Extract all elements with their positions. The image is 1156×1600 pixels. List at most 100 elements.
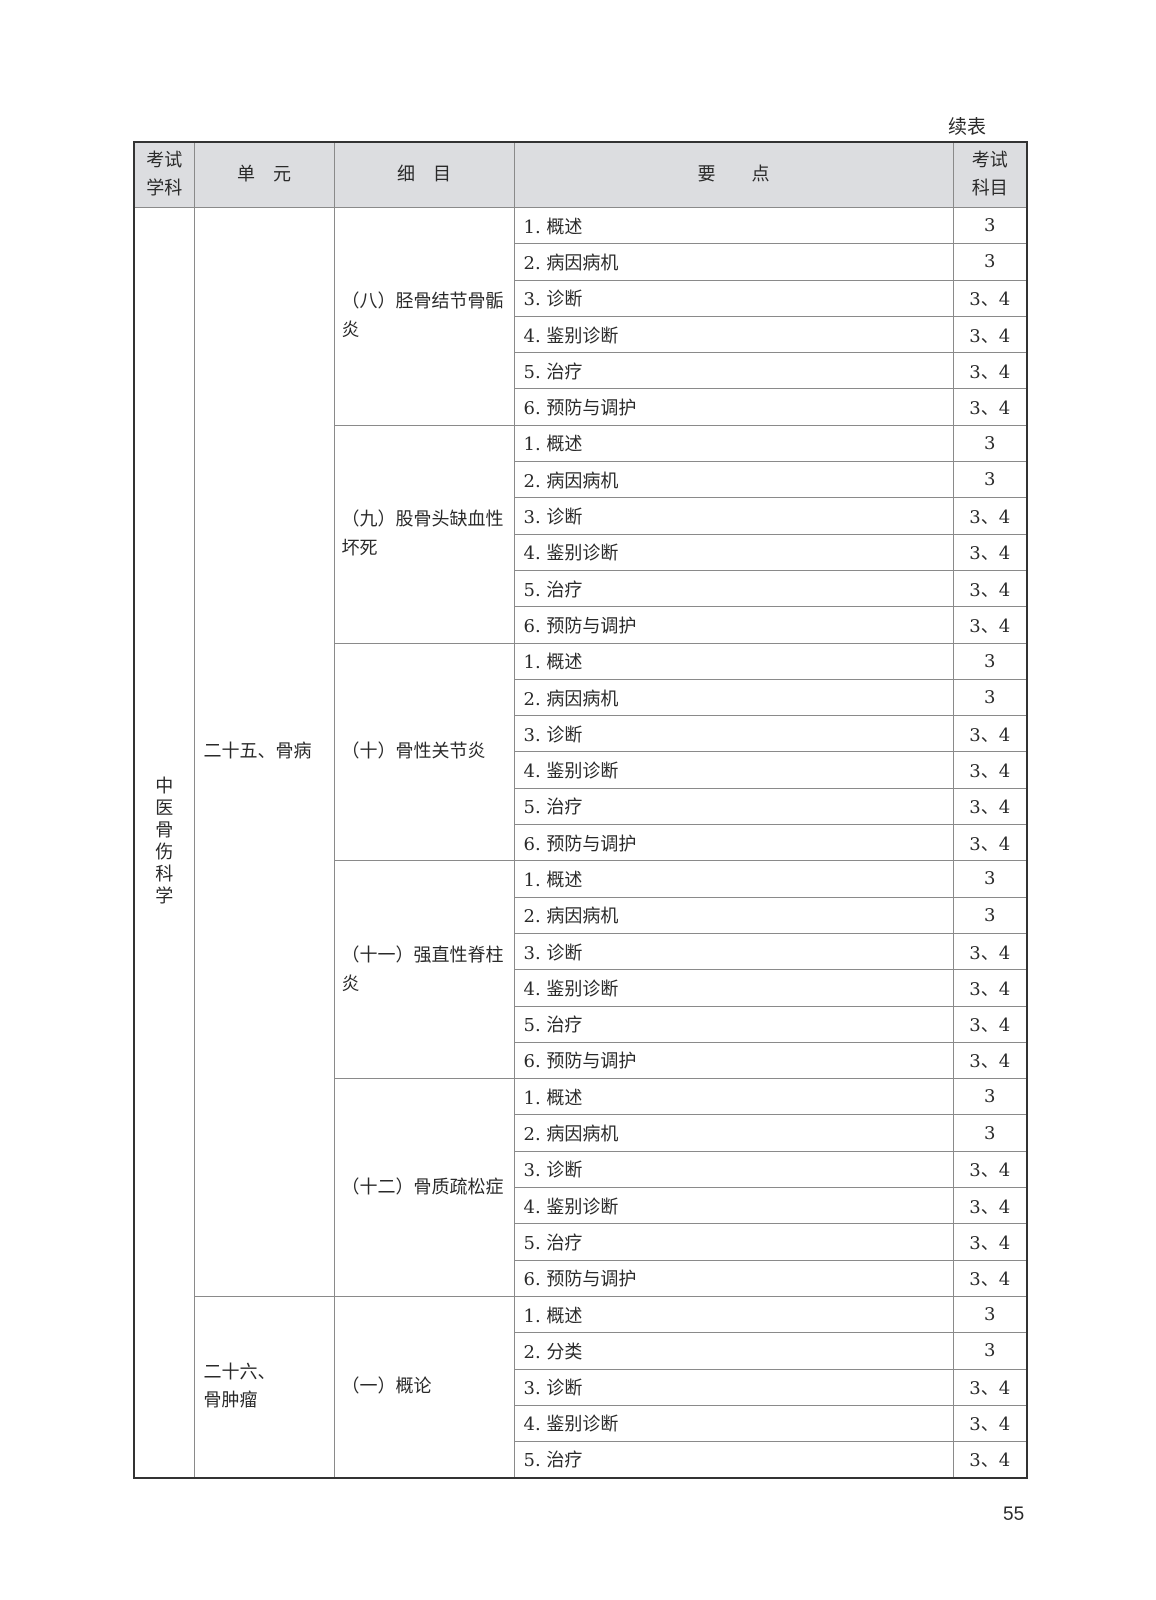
table-header-row: 考试学科 单 元 细 目 要 点 考试科目 [133, 141, 1028, 208]
point-cell: 3. 诊断 [513, 497, 954, 535]
table-row: 3. 诊断 3、4 [134, 1368, 1028, 1406]
point-cell: 3. 诊断 [513, 279, 954, 317]
exam-cell: 3、4 [952, 1259, 1028, 1297]
point-cell: 5. 治疗 [513, 787, 954, 826]
subject-cell: 中医骨伤科学 [133, 206, 195, 1479]
point-cell: 2. 病因病机 [513, 678, 954, 717]
point-cell: 6. 预防与调护 [513, 1259, 954, 1297]
exam-cell: 3、4 [952, 388, 1028, 426]
table-row: 6. 预防与调护 3、4 [134, 824, 1028, 862]
point-cell: 5. 治疗 [513, 1441, 954, 1479]
header-exam: 考试科目 [952, 141, 1028, 208]
header-unit: 单 元 [193, 141, 335, 208]
exam-cell: 3 [952, 1332, 1028, 1370]
header-subject: 考试学科 [133, 141, 195, 208]
point-cell: 3. 诊断 [513, 1150, 954, 1189]
point-cell: 1. 概述 [513, 1078, 954, 1116]
point-cell: 1. 概述 [513, 424, 954, 463]
exam-cell: 3 [952, 206, 1028, 245]
point-cell: 2. 病因病机 [513, 243, 954, 281]
item-cell: （八）胫骨结节骨骺炎 [333, 207, 515, 426]
exam-cell: 3 [952, 860, 1028, 898]
exam-cell: 3、4 [952, 932, 1028, 971]
exam-cell: 3、4 [952, 279, 1028, 317]
table-row: 2. 病因病机 3 [134, 461, 1028, 499]
point-cell: 1. 概述 [513, 642, 954, 680]
point-cell: 6. 预防与调护 [513, 388, 954, 426]
point-cell: 3. 诊断 [513, 932, 954, 971]
item-cell: （十二）骨质疏松症 [333, 1078, 515, 1297]
exam-cell: 3、4 [952, 315, 1028, 354]
exam-cell: 3、4 [952, 1404, 1028, 1443]
point-cell: 4. 鉴别诊断 [513, 533, 954, 571]
point-cell: 4. 鉴别诊断 [513, 751, 954, 789]
point-cell: 2. 病因病机 [513, 461, 954, 499]
exam-cell: 3、4 [952, 1041, 1028, 1080]
point-cell: 6. 预防与调护 [513, 824, 954, 862]
exam-cell: 3、4 [952, 497, 1028, 535]
table-row: 5. 治疗 3、4 [134, 352, 1028, 390]
point-cell: 5. 治疗 [513, 352, 954, 390]
exam-cell: 3、4 [952, 969, 1028, 1007]
point-cell: 1. 概述 [513, 860, 954, 898]
point-cell: 2. 病因病机 [513, 1114, 954, 1152]
point-cell: 4. 鉴别诊断 [513, 1404, 954, 1443]
table-row: 中医骨伤科学 二十五、骨病 （八）胫骨结节骨骺炎 1. 概述 3 [133, 206, 1028, 1479]
header-points: 要 点 [513, 141, 954, 208]
table-row: （九）股骨头缺血性坏死 1. 概述 3 [134, 424, 1028, 644]
exam-cell: 3、4 [952, 1150, 1028, 1189]
point-cell: 6. 预防与调护 [513, 606, 954, 644]
item-cell: （一）概论 [333, 1295, 515, 1479]
table-row: 2. 分类 3 [134, 1332, 1028, 1370]
table-row: 3. 诊断 3、4 [134, 497, 1028, 535]
exam-cell: 3、4 [952, 569, 1028, 608]
exam-cell: 3、4 [952, 352, 1028, 390]
exam-cell: 3 [952, 642, 1028, 680]
exam-cell: 3 [952, 243, 1028, 281]
point-cell: 6. 预防与调护 [513, 1041, 954, 1080]
table-row: 6. 预防与调护 3、4 [134, 1259, 1028, 1297]
page-number: 55 [1003, 1504, 1025, 1525]
header-item: 细 目 [333, 141, 515, 208]
point-cell: 4. 鉴别诊断 [513, 1187, 954, 1225]
exam-cell: 3、4 [952, 824, 1028, 862]
exam-syllabus-table: 考试学科 单 元 细 目 要 点 考试科目 中医骨伤科学 二十五、骨病 （八）胫骨结… [133, 141, 1028, 1479]
exam-cell: 3、4 [952, 751, 1028, 789]
exam-cell: 3 [952, 461, 1028, 499]
table-row: 2. 病因病机 3 [134, 243, 1028, 281]
point-cell: 5. 治疗 [513, 1005, 954, 1043]
table-row: （十二）骨质疏松症 1. 概述 3 [134, 1078, 1028, 1297]
table-row: 5. 治疗 3、4 [134, 1441, 1028, 1479]
exam-cell: 3、4 [952, 533, 1028, 571]
point-cell: 2. 病因病机 [513, 896, 954, 934]
table-row: 4. 鉴别诊断 3、4 [134, 751, 1028, 789]
exam-cell: 3、4 [952, 715, 1028, 753]
point-cell: 3. 诊断 [513, 715, 954, 753]
table-row: 4. 鉴别诊断 3、4 [134, 969, 1028, 1007]
table-row: 2. 病因病机 3 [134, 896, 1028, 934]
point-cell: 4. 鉴别诊断 [513, 315, 954, 354]
exam-cell: 3、4 [952, 787, 1028, 826]
table-row: 6. 预防与调护 3、4 [134, 606, 1028, 644]
exam-cell: 3、4 [952, 1223, 1028, 1261]
table-row: 二十六、骨肿瘤 （一）概论 1. 概述 3 [134, 1295, 1028, 1479]
continued-label: 续表 [948, 116, 987, 138]
exam-cell: 3、4 [952, 1368, 1028, 1406]
table-row: （十一）强直性脊柱炎 1. 概述 3 [134, 860, 1028, 1080]
table-row: 5. 治疗 3、4 [134, 569, 1028, 608]
table-row: 4. 鉴别诊断 3、4 [134, 1187, 1028, 1225]
item-cell: （九）股骨头缺血性坏死 [333, 424, 515, 644]
exam-cell: 3 [952, 1114, 1028, 1152]
point-cell: 5. 治疗 [513, 1223, 954, 1261]
point-cell: 1. 概述 [513, 1295, 954, 1334]
exam-cell: 3 [952, 678, 1028, 717]
table-row: 5. 治疗 3、4 [134, 1223, 1028, 1261]
point-cell: 1. 概述 [513, 206, 954, 245]
exam-cell: 3 [952, 424, 1028, 463]
exam-cell: 3、4 [952, 1005, 1028, 1043]
point-cell: 5. 治疗 [513, 569, 954, 608]
exam-cell: 3、4 [952, 606, 1028, 644]
table-row: 3. 诊断 3、4 [134, 279, 1028, 317]
item-cell: （十）骨性关节炎 [333, 642, 515, 862]
exam-cell: 3、4 [952, 1441, 1028, 1479]
